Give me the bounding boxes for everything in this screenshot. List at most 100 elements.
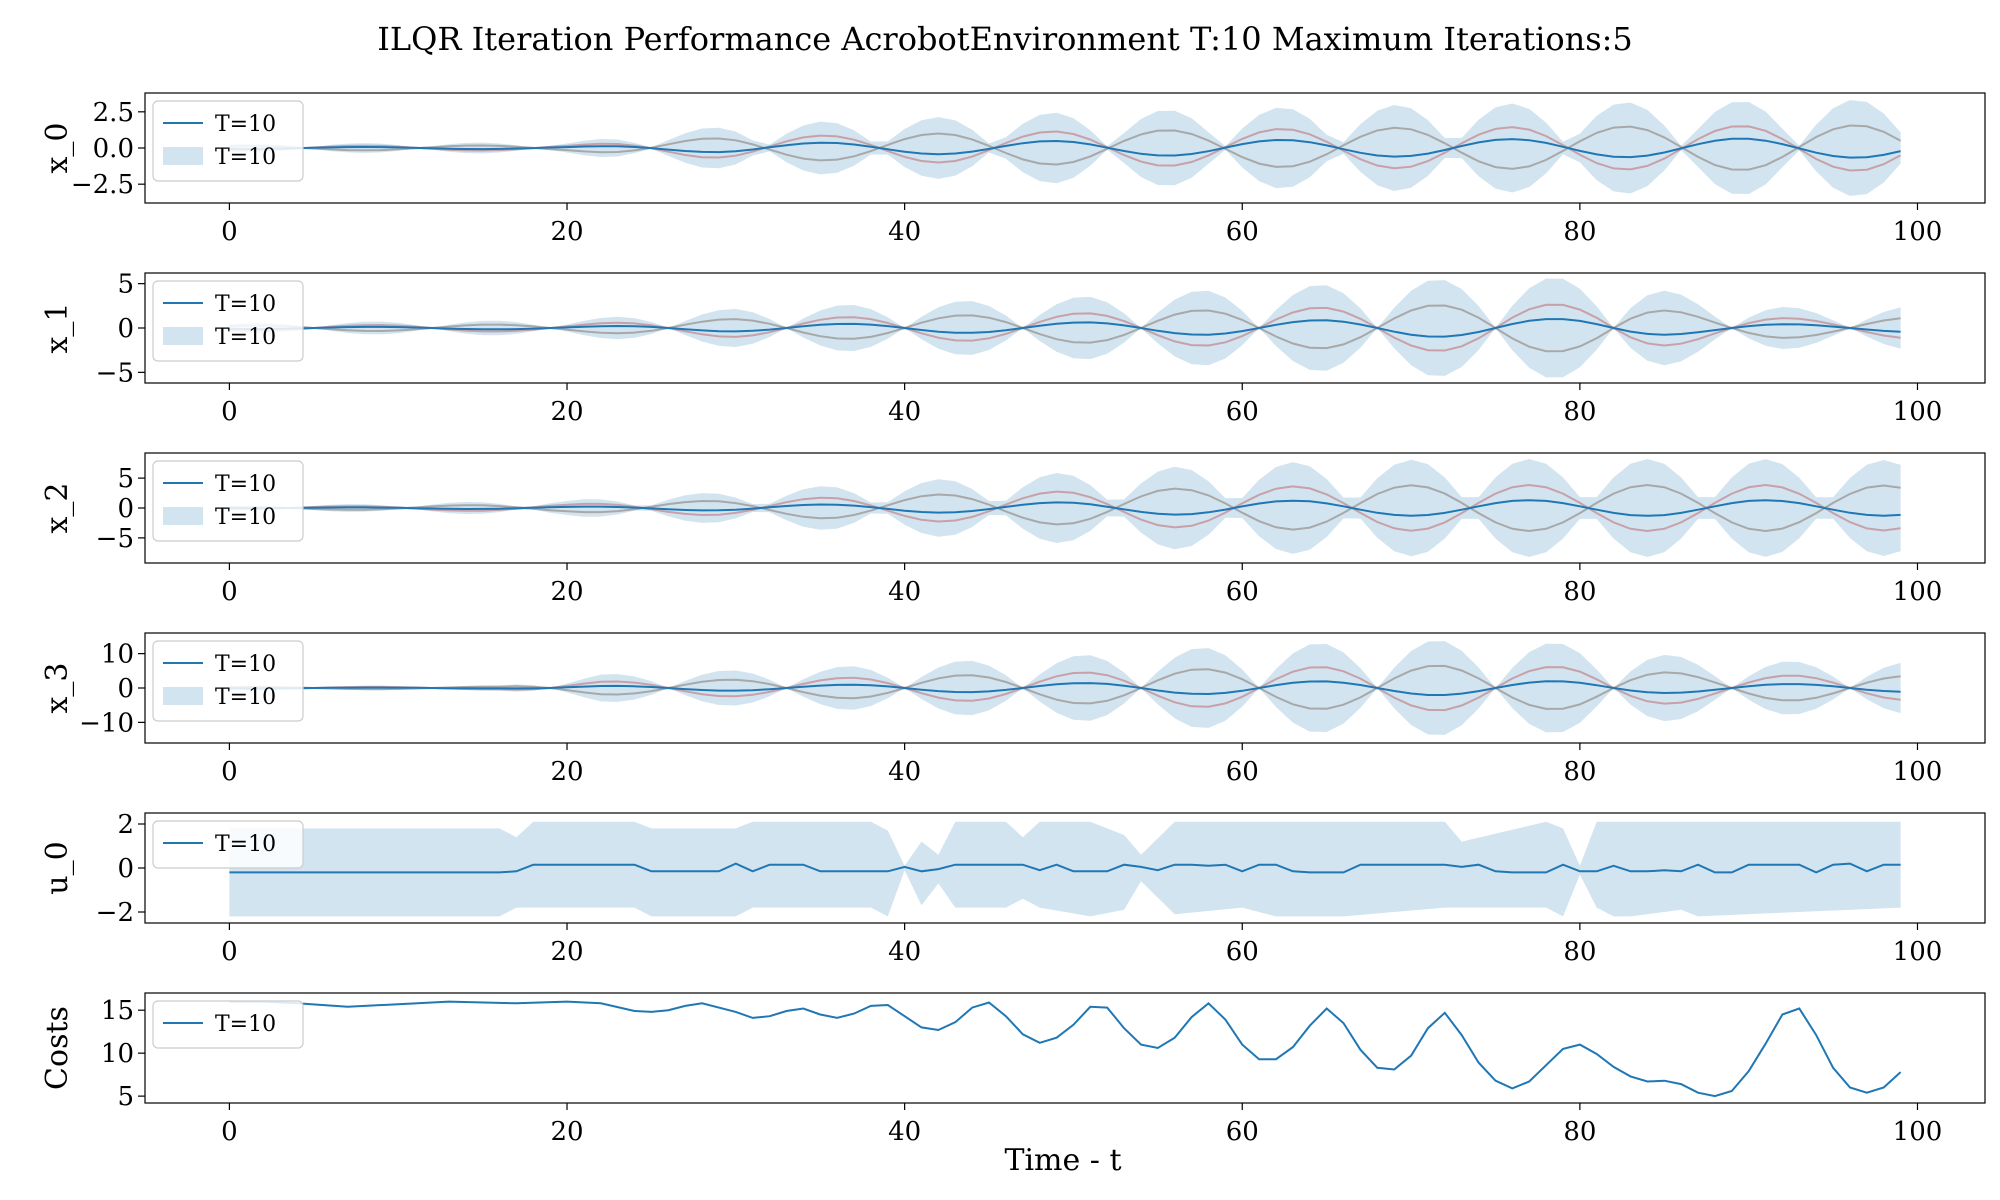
x-axis-label: Time - t	[1004, 1143, 1121, 1178]
x-tick-label: 0	[221, 937, 238, 967]
y-tick-label: 10	[101, 640, 134, 670]
lower-bound-line	[229, 483, 1901, 533]
y-tick-label: −5	[96, 358, 134, 388]
x-tick-label: 20	[550, 577, 583, 607]
x-tick-label: 80	[1563, 397, 1596, 427]
legend-label: T=10	[215, 652, 276, 677]
y-tick-label: 2	[117, 810, 134, 840]
mean-line	[229, 499, 1901, 517]
lower-bound-line	[229, 304, 1901, 353]
x-tick-label: 20	[550, 397, 583, 427]
legend-box	[152, 100, 304, 182]
mean-line	[229, 1000, 1902, 1098]
x-tick-label: 40	[888, 937, 921, 967]
y-tick-label: 0.0	[93, 134, 134, 164]
subplot-x_0: 0 20 40 60 80 100 2.5 0.0 −2.5x_0 T=10 T=10	[40, 92, 1986, 247]
plot-area	[229, 100, 1902, 196]
y-tick-label: 2.5	[93, 98, 134, 128]
legend-box	[152, 820, 304, 869]
x-tick-label: 40	[888, 217, 921, 247]
x-tick-label: 40	[888, 577, 921, 607]
x-tick-label: 100	[1893, 577, 1943, 607]
x-tick-label: 20	[550, 757, 583, 787]
y-axis-label: x_2	[40, 482, 75, 533]
y-tick-label: 0	[117, 494, 134, 524]
x-tick-label: 40	[888, 397, 921, 427]
legend-band-swatch	[163, 687, 203, 705]
y-tick-label: −2.5	[71, 170, 134, 200]
x-tick-label: 100	[1893, 937, 1943, 967]
x-tick-label: 60	[1226, 217, 1259, 247]
y-tick-label: −2	[96, 898, 134, 928]
y-tick-label: 0	[117, 854, 134, 884]
upper-bound-line	[229, 666, 1901, 712]
y-tick-label: 15	[101, 996, 134, 1026]
x-tick-label: 60	[1226, 937, 1259, 967]
x-tick-label: 100	[1893, 1117, 1943, 1147]
y-tick-label: −10	[79, 708, 134, 738]
x-tick-label: 20	[550, 217, 583, 247]
legend-box	[152, 640, 304, 722]
std-band	[229, 641, 1901, 735]
x-tick-label: 80	[1563, 217, 1596, 247]
mean-line	[229, 137, 1901, 159]
x-tick-label: 40	[888, 1117, 921, 1147]
y-tick-label: 0	[117, 314, 134, 344]
legend: T=10	[152, 820, 304, 869]
y-tick-label: −5	[96, 524, 134, 554]
legend-label: T=10	[215, 685, 276, 710]
legend-box	[152, 1000, 304, 1049]
std-band	[229, 459, 1901, 557]
legend-box	[152, 280, 304, 362]
legend: T=10	[152, 1000, 304, 1049]
x-tick-label: 100	[1893, 757, 1943, 787]
std-band	[229, 278, 1901, 378]
plot-area	[229, 278, 1901, 378]
y-axis-label: Costs	[40, 1006, 75, 1090]
legend: T=10 T=10	[152, 460, 304, 542]
x-tick-label: 80	[1563, 937, 1596, 967]
legend-label: T=10	[215, 505, 276, 530]
plot-area	[229, 459, 1901, 557]
y-axis-label: x_0	[40, 122, 75, 173]
y-axis-label: x_1	[40, 302, 75, 353]
legend-label: T=10	[215, 325, 276, 350]
lower-bound-line	[229, 124, 1902, 171]
y-tick-label: 5	[117, 464, 134, 494]
axes-frame	[144, 992, 1986, 1104]
plot-area	[229, 821, 1901, 917]
x-tick-label: 80	[1563, 757, 1596, 787]
std-band	[229, 821, 1901, 917]
y-tick-label: 5	[117, 1082, 134, 1112]
legend-box	[152, 460, 304, 542]
plot-area	[229, 641, 1901, 735]
lower-bound-line	[229, 664, 1901, 710]
legend-label: T=10	[215, 1012, 276, 1037]
legend-band-swatch	[163, 507, 203, 525]
y-axis-label: u_0	[40, 841, 75, 894]
y-tick-label: 0	[117, 674, 134, 704]
y-axis-label: x_3	[40, 662, 75, 713]
x-tick-label: 80	[1563, 577, 1596, 607]
mean-line	[229, 680, 1901, 696]
legend-label: T=10	[215, 472, 276, 497]
subplot-Costs: 0 20 40 60 80 100 15 10 5 Costs T=10	[40, 992, 1986, 1147]
mean-line	[229, 862, 1901, 874]
x-tick-label: 80	[1563, 1117, 1596, 1147]
legend: T=10 T=10	[152, 100, 304, 182]
legend-label: T=10	[215, 145, 276, 170]
y-tick-label: 5	[117, 270, 134, 300]
std-band	[229, 100, 1901, 196]
x-tick-label: 0	[221, 217, 238, 247]
x-tick-label: 60	[1226, 577, 1259, 607]
legend-band-swatch	[163, 147, 203, 165]
figure-title: ILQR Iteration Performance AcrobotEnviro…	[377, 20, 1633, 58]
x-tick-label: 0	[221, 757, 238, 787]
x-tick-label: 100	[1893, 397, 1943, 427]
x-tick-label: 60	[1226, 397, 1259, 427]
legend: T=10 T=10	[152, 280, 304, 362]
